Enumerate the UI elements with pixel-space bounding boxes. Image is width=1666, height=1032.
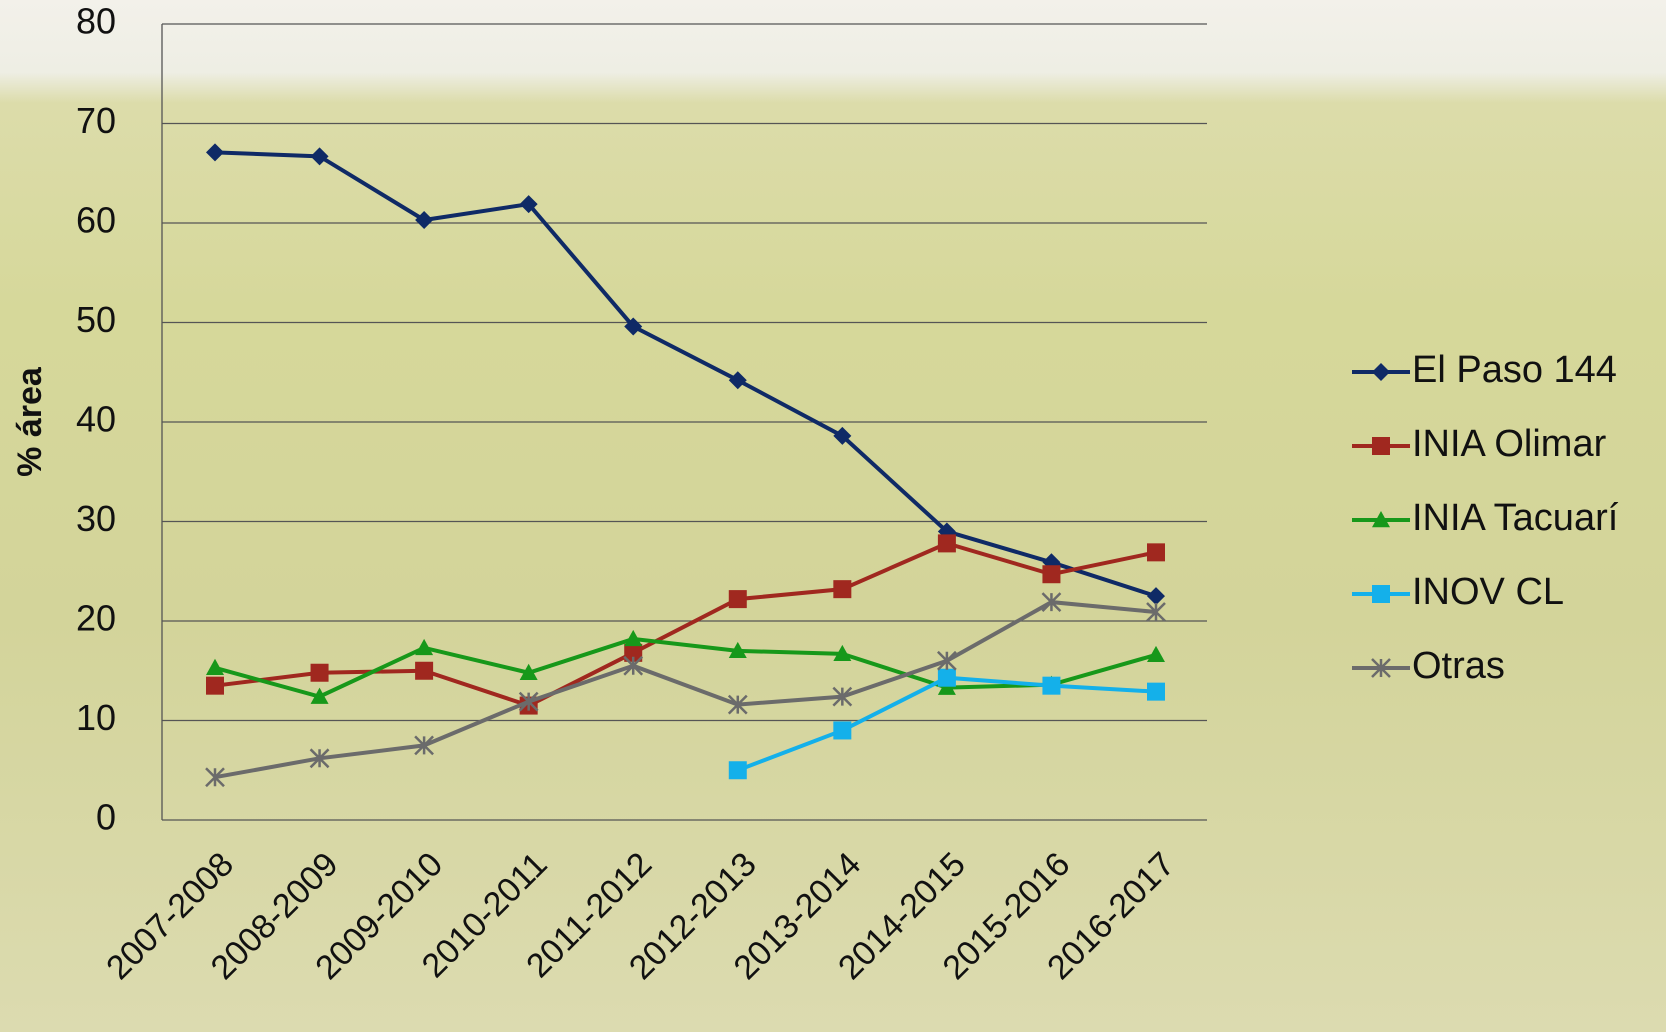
y-tick-label: 40 xyxy=(76,399,116,440)
data-point xyxy=(415,211,433,229)
series-line xyxy=(215,152,1156,596)
legend-marker xyxy=(1372,363,1390,381)
data-point xyxy=(729,590,747,608)
data-point xyxy=(206,677,224,695)
chart: % área 010203040506070802007-20082008-20… xyxy=(0,0,1666,1032)
data-point xyxy=(729,761,747,779)
data-point xyxy=(1147,543,1165,561)
data-point xyxy=(1147,587,1165,605)
data-point xyxy=(311,147,329,165)
y-tick-label: 30 xyxy=(76,498,116,539)
legend-label: INIA Olimar xyxy=(1412,423,1607,465)
data-point xyxy=(1042,565,1060,583)
data-point xyxy=(1042,677,1060,695)
series-line xyxy=(215,639,1156,697)
legend-label: INOV CL xyxy=(1412,571,1564,613)
y-tick-label: 70 xyxy=(76,100,116,141)
y-tick-label: 60 xyxy=(76,200,116,241)
data-point xyxy=(1147,646,1165,662)
data-point xyxy=(311,664,329,682)
legend-label: Otras xyxy=(1412,645,1505,687)
data-point xyxy=(624,657,642,675)
data-point xyxy=(415,662,433,680)
y-axis-label: % área xyxy=(11,366,49,477)
legend-marker xyxy=(1372,437,1390,455)
page: % área 010203040506070802007-20082008-20… xyxy=(0,0,1666,1032)
data-point xyxy=(938,652,956,670)
y-tick-label: 50 xyxy=(76,299,116,340)
legend-label: El Paso 144 xyxy=(1412,349,1617,391)
y-tick-label: 80 xyxy=(76,1,116,42)
data-point xyxy=(938,534,956,552)
data-point xyxy=(833,721,851,739)
y-tick-label: 0 xyxy=(96,797,116,838)
y-tick-label: 20 xyxy=(76,598,116,639)
data-point xyxy=(938,669,956,687)
data-point xyxy=(206,143,224,161)
data-point xyxy=(1147,683,1165,701)
data-point xyxy=(415,639,433,655)
legend-marker xyxy=(1372,585,1390,603)
data-point xyxy=(206,659,224,675)
legend-label: INIA Tacuarí xyxy=(1412,497,1619,539)
series-line xyxy=(215,602,1156,777)
data-point xyxy=(729,371,747,389)
data-point xyxy=(833,580,851,598)
y-tick-label: 10 xyxy=(76,697,116,738)
